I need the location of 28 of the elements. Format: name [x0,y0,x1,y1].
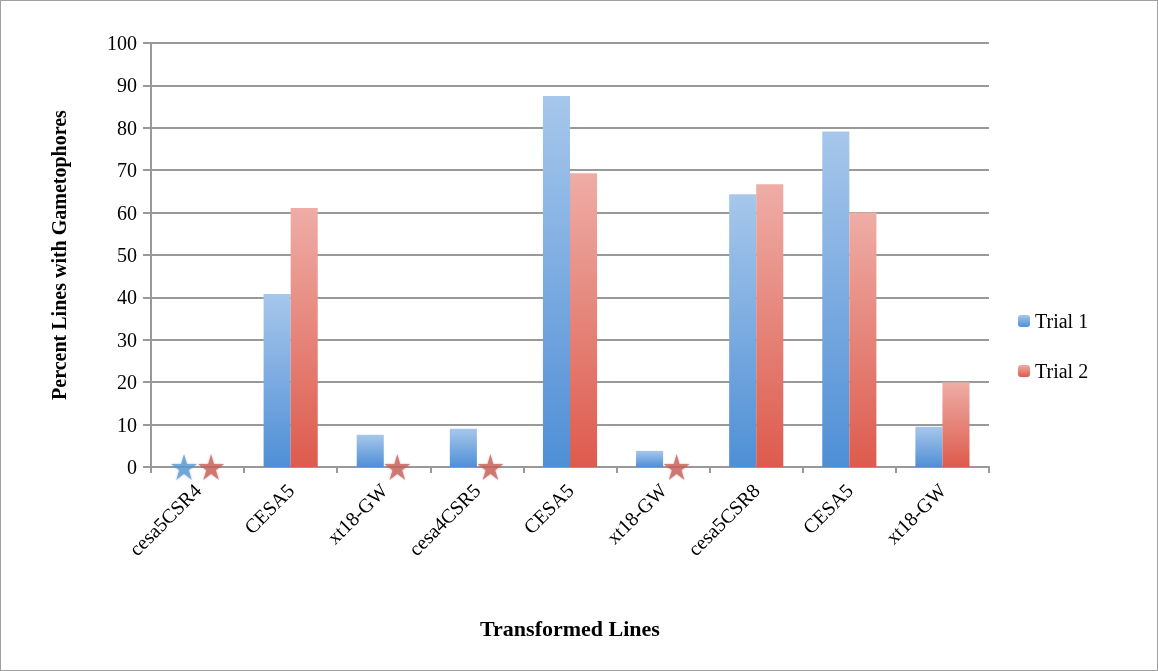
bar [942,382,970,467]
bar [356,434,384,467]
y-tick-label: 90 [117,74,137,97]
y-tick-label: 70 [117,159,137,182]
y-tick-label: 100 [107,32,137,54]
bar [290,207,318,467]
bar [449,428,477,467]
legend-label: Trial 1 [1035,310,1089,332]
bar [636,450,664,467]
y-tick-label: 40 [117,286,137,309]
y-tick-label: 30 [117,328,137,351]
y-tick-label: 50 [117,244,137,266]
bar [756,184,784,467]
bar [849,212,877,467]
bar [570,173,598,467]
bar [729,194,757,467]
y-axis-title: Percent Lines with Gametophores [48,109,71,400]
bar [915,426,943,467]
bar [542,96,570,467]
legend-label: Trial 2 [1035,360,1089,382]
y-tick-label: 0 [127,456,137,478]
bar [263,294,291,467]
y-tick-label: 60 [117,201,137,224]
y-tick-label: 80 [117,116,137,139]
bar [822,131,850,467]
y-tick-label: 20 [117,371,137,394]
x-axis-title: Transformed Lines [480,615,661,641]
y-tick-label: 10 [117,413,137,436]
